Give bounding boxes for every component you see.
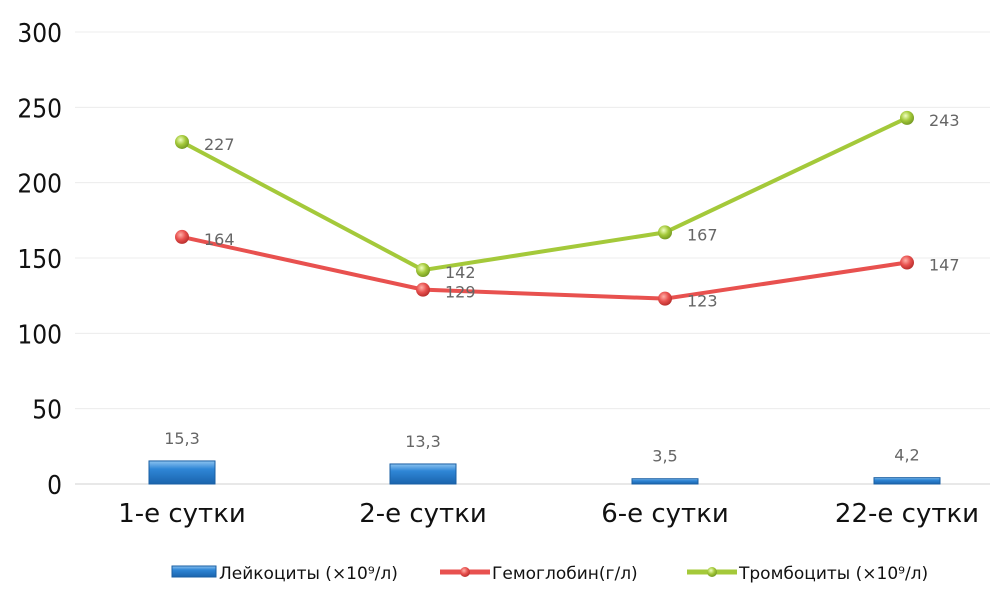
x-tick-label: 2-е сутки — [359, 499, 487, 529]
y-tick-label: 100 — [17, 320, 62, 350]
y-tick-label: 200 — [17, 170, 62, 200]
y-tick-label: 0 — [47, 471, 62, 501]
bar — [148, 460, 216, 485]
data-point — [658, 225, 672, 240]
y-tick-label: 150 — [17, 245, 62, 275]
bar — [631, 478, 699, 485]
data-label: 4,2 — [894, 446, 919, 465]
data-point — [416, 282, 430, 297]
data-point — [175, 229, 189, 244]
data-point — [175, 134, 189, 149]
data-label: 13,3 — [405, 432, 441, 451]
data-point — [900, 110, 914, 125]
data-label: 142 — [445, 263, 476, 282]
data-point — [900, 255, 914, 270]
x-tick-label: 22-е сутки — [835, 499, 979, 529]
series-line — [181, 234, 908, 301]
legend-marker — [707, 567, 717, 577]
data-label: 15,3 — [164, 429, 200, 448]
data-label: 167 — [687, 225, 718, 244]
legend-label: Тромбоциты (×10⁹/л) — [738, 564, 928, 584]
x-tick-label: 1-е сутки — [118, 499, 246, 529]
data-label: 164 — [204, 230, 235, 249]
legend-marker — [460, 567, 470, 577]
bar — [873, 477, 941, 485]
data-label: 3,5 — [652, 447, 677, 466]
series-line — [181, 116, 908, 273]
legend-swatch — [171, 565, 217, 578]
y-tick-label: 50 — [32, 396, 62, 426]
data-label: 243 — [929, 111, 960, 130]
x-tick-label: 6-е сутки — [601, 499, 729, 529]
bar — [389, 463, 457, 485]
data-point — [658, 291, 672, 306]
data-label: 147 — [929, 256, 960, 275]
y-tick-label: 300 — [17, 19, 62, 49]
y-tick-label: 250 — [17, 94, 62, 124]
legend-label: Гемоглобин(г/л) — [492, 564, 638, 584]
data-label: 227 — [204, 135, 235, 154]
legend-label: Лейкоциты (×10⁹/л) — [219, 564, 398, 584]
data-label: 129 — [445, 283, 476, 302]
data-label: 123 — [687, 292, 718, 311]
data-point — [416, 263, 430, 278]
